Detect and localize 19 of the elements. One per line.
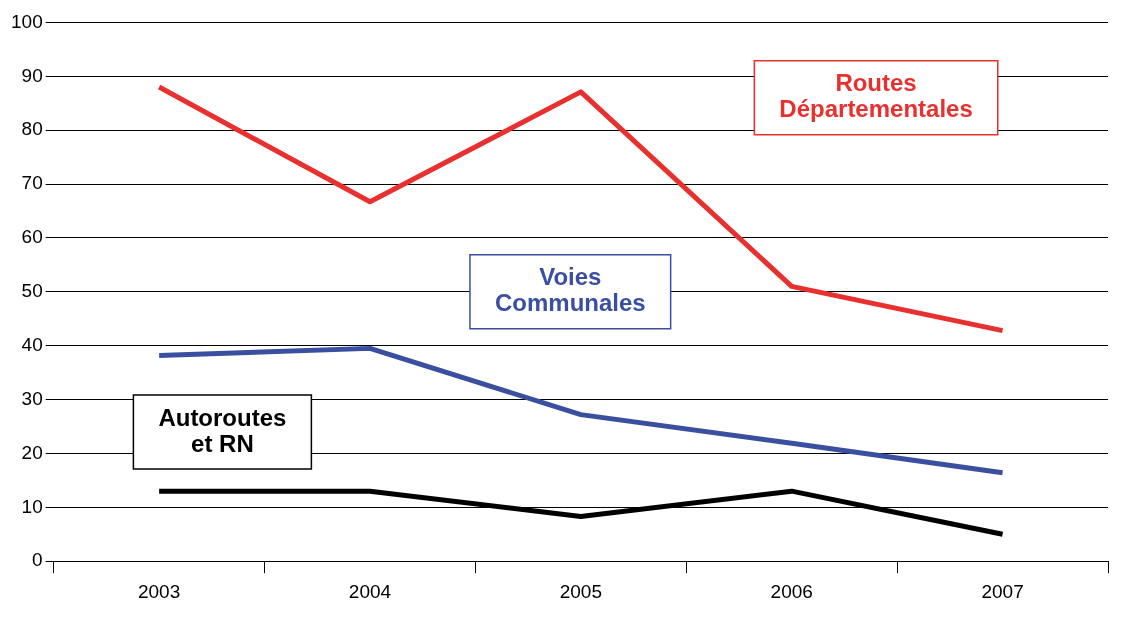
x-tick-label: 2006 xyxy=(770,580,813,602)
y-tick-label: 30 xyxy=(21,387,43,409)
y-tick-label: 40 xyxy=(21,333,43,355)
text: Voies Communales xyxy=(494,263,646,317)
x-tick-label: 2004 xyxy=(348,580,392,602)
text: Routes Départementales xyxy=(779,69,973,123)
y-tick-label: 90 xyxy=(21,64,43,86)
series-label: Autoroutes et RN xyxy=(158,403,287,457)
y-tick-label: 20 xyxy=(21,441,43,463)
y-tick-label: 80 xyxy=(21,118,43,140)
y-tick-label: 50 xyxy=(21,280,43,302)
x-tick-label: 2005 xyxy=(559,580,602,602)
y-tick-label: 70 xyxy=(21,172,43,194)
y-tick-label: 10 xyxy=(21,495,43,517)
x-tick-label: 2003 xyxy=(137,580,181,602)
y-tick-label: 100 xyxy=(11,10,43,32)
y-tick-label: 0 xyxy=(32,549,43,571)
x-tick-label: 2007 xyxy=(981,580,1024,602)
y-tick-label: 60 xyxy=(21,226,43,248)
